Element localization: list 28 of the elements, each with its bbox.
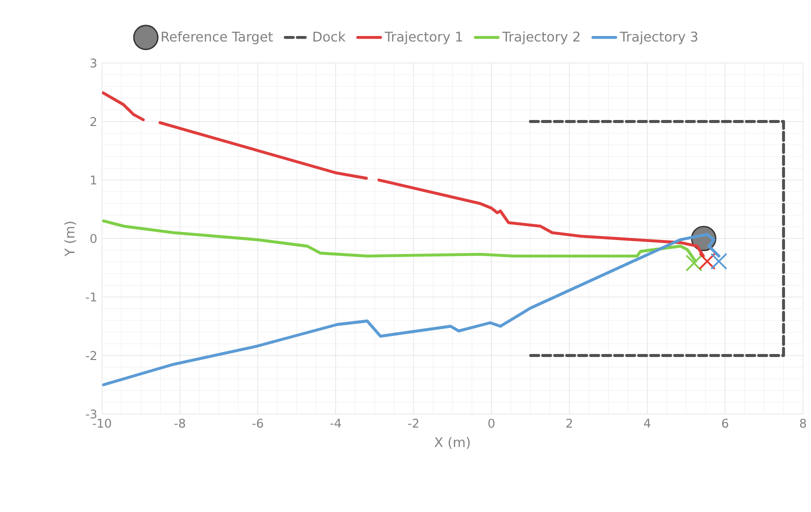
point <box>710 252 728 270</box>
legend-label: Trajectory 1 <box>384 31 462 44</box>
x-tick-label: 2 <box>566 418 572 428</box>
y-axis-title: Y (m) <box>64 222 76 256</box>
legend-label: Dock <box>313 31 346 42</box>
x-tick-label: -10 <box>92 418 112 428</box>
x-tick-label: 8 <box>800 418 806 428</box>
line-series <box>102 232 720 386</box>
x-tick-label: 6 <box>722 418 728 428</box>
x-tick-label: -6 <box>252 418 264 428</box>
x-tick-label: -8 <box>174 418 186 428</box>
x-axis-title: X (m) <box>434 436 470 449</box>
point <box>698 252 716 270</box>
y-tick-label: -2 <box>86 351 96 360</box>
y-tick-label: 3 <box>90 58 96 68</box>
x-tick-label: -4 <box>330 418 341 428</box>
x-tick-label: 0 <box>488 418 494 428</box>
y-tick-label: 2 <box>90 117 96 126</box>
legend-label: Trajectory 2 <box>502 31 580 44</box>
x-tick-label: 4 <box>644 418 650 428</box>
x-tick-label: -2 <box>408 418 418 428</box>
legend-label: Trajectory 3 <box>620 31 698 44</box>
y-tick-label: 0 <box>90 234 96 244</box>
y-tick-label: -3 <box>86 409 96 419</box>
point <box>686 254 702 272</box>
y-tick-label: -1 <box>86 292 96 302</box>
y-tick-label: 1 <box>90 176 96 184</box>
legend-label: Reference Target <box>162 31 273 44</box>
